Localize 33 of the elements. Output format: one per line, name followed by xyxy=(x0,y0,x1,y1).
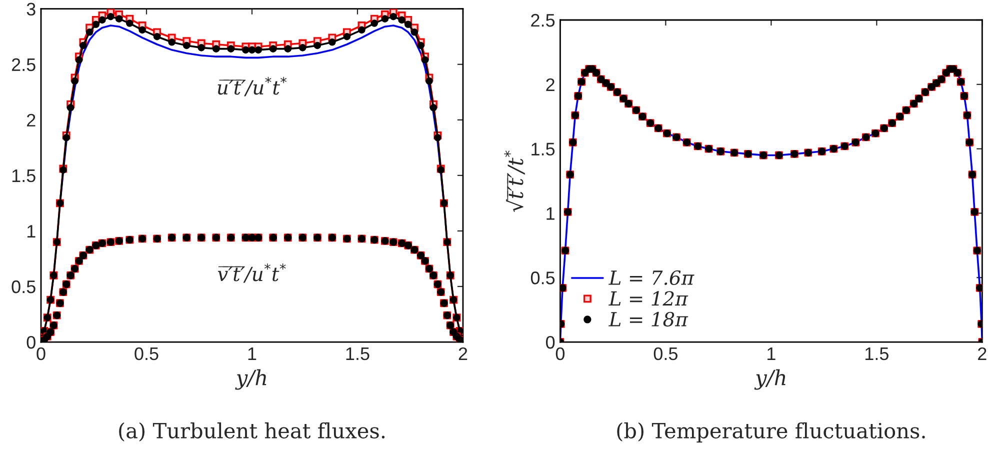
y-tick-label: 2.5 xyxy=(531,14,555,27)
text: (a) Turbulent heat fluxes. xyxy=(119,422,385,442)
x-tick-label: 2 xyxy=(978,347,986,360)
x-tick-label: 1.5 xyxy=(866,348,888,360)
legend-label: L = 18π xyxy=(608,312,688,327)
x-tick-label: 0.5 xyxy=(134,347,158,360)
y-tick-label: 0.5 xyxy=(12,280,36,294)
y-tick-label: 2 xyxy=(27,114,36,126)
y-tick-label: 0 xyxy=(26,336,36,349)
x-tick-label: 0.5 xyxy=(654,347,678,360)
x-tick-label: 1 xyxy=(768,348,776,360)
x-tick-label: 0 xyxy=(556,347,565,360)
y-tick-label: 2.5 xyxy=(12,58,36,72)
annotation: u̅′̅t̅′̅/u$^{*}$t$^{*}$ xyxy=(218,76,287,96)
x-tick-label: 1 xyxy=(248,348,256,360)
y-tick-label: 0 xyxy=(546,336,555,349)
annotation: v̅′̅t̅′̅/u$^{*}$t$^{*}$ xyxy=(218,263,286,283)
y-axis-title: √t̅′̅t̅′̅/t$^{*}$ xyxy=(504,150,525,212)
x-tick-label: 1.5 xyxy=(346,348,370,360)
x-tick-label: 2 xyxy=(458,347,468,360)
y-tick-label: 0.5 xyxy=(530,272,555,284)
x-axis-title: y/h xyxy=(235,369,266,390)
y-tick-label: 1 xyxy=(27,225,36,238)
x-tick-label: 0 xyxy=(36,347,46,360)
y-tick-label: 1 xyxy=(546,207,554,220)
y-tick-label: 2 xyxy=(546,78,554,91)
x-axis-title: y/h xyxy=(754,369,786,390)
legend-label: L = 12π xyxy=(608,291,688,306)
text: (b) Temperature fluctuations. xyxy=(617,422,925,443)
y-tick-label: 1.5 xyxy=(532,142,555,156)
y-tick-label: 1.5 xyxy=(12,170,36,182)
y-tick-label: 3 xyxy=(26,2,36,16)
legend-label: L = 7.6π xyxy=(608,270,694,286)
